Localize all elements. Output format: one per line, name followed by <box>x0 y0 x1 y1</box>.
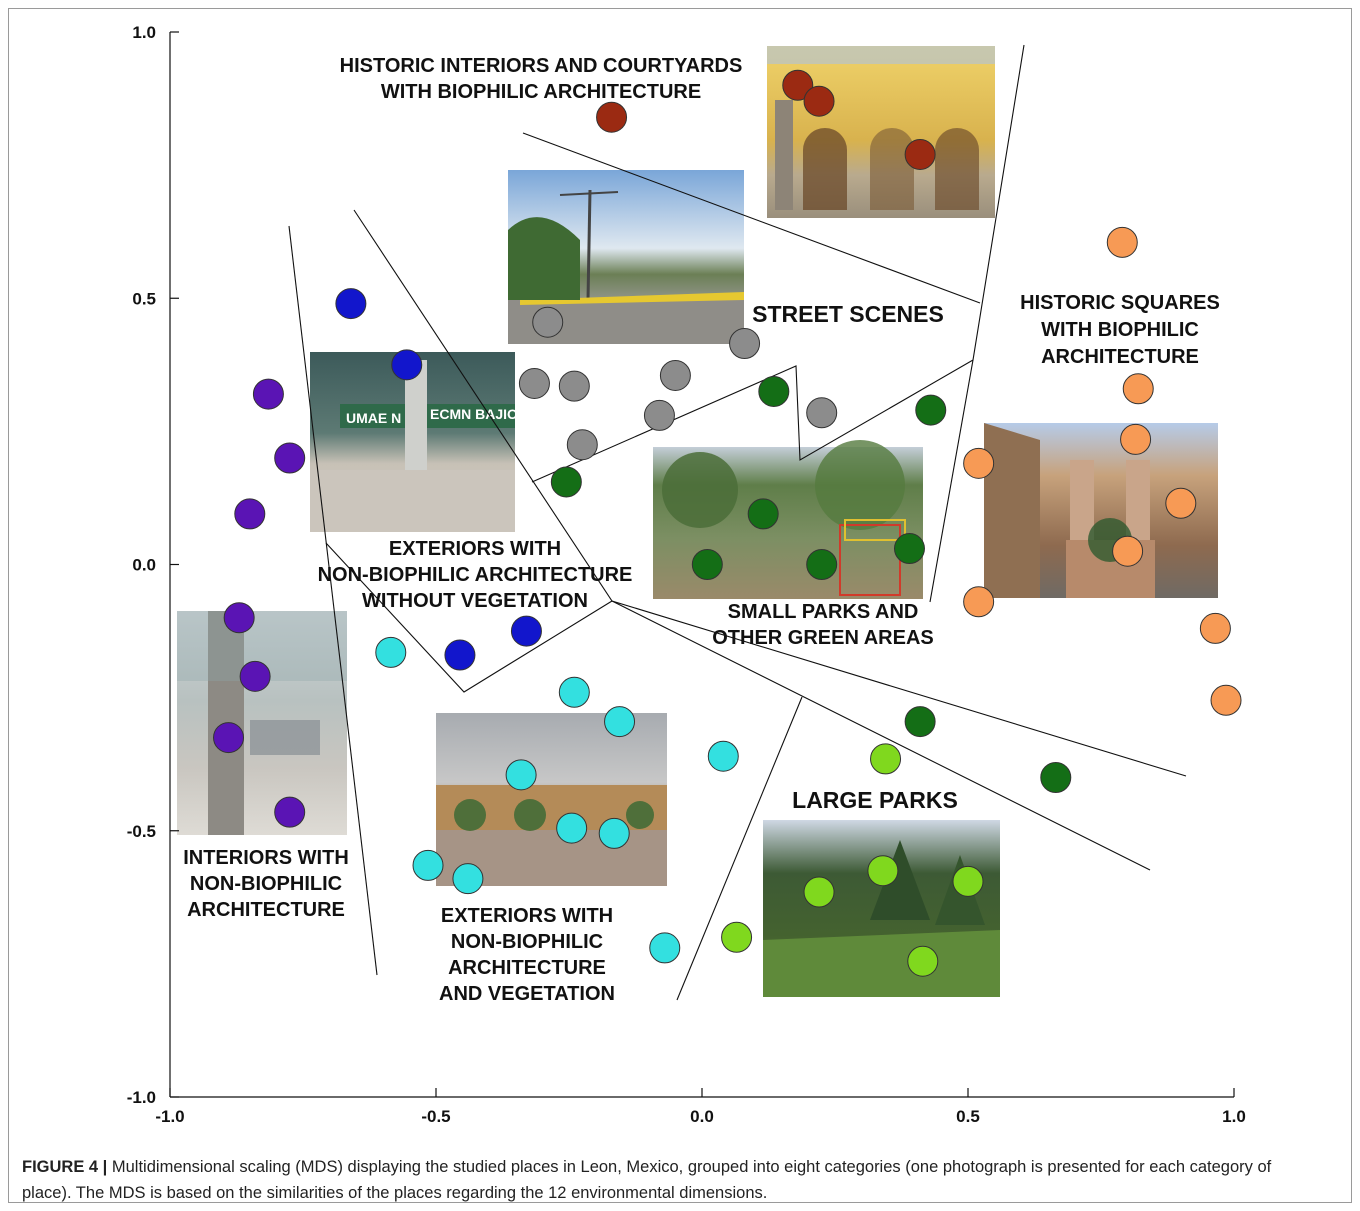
y-tick-label: -0.5 <box>127 822 156 841</box>
region-boundaries <box>288 44 1187 1001</box>
figure-label: FIGURE 4 | <box>22 1158 108 1176</box>
y-tick-label: 0.0 <box>132 556 156 575</box>
data-point <box>335 288 367 320</box>
data-point <box>1210 684 1242 716</box>
category-label: STREET SCENES <box>752 301 944 327</box>
data-point <box>643 399 675 431</box>
data-point <box>963 586 995 618</box>
data-point <box>274 796 306 828</box>
data-point <box>391 349 423 381</box>
x-tick-label: -1.0 <box>155 1107 184 1126</box>
x-tick-label: 0.0 <box>690 1107 714 1126</box>
data-point <box>1040 762 1072 793</box>
data-point <box>558 676 590 708</box>
data-point <box>566 429 598 461</box>
data-point <box>452 863 484 895</box>
data-point <box>274 442 306 474</box>
data-point <box>518 367 550 399</box>
svg-text:UMAE N: UMAE N <box>346 410 401 426</box>
category-label: LARGE PARKS <box>792 787 958 813</box>
data-point <box>893 533 925 565</box>
category-label: HISTORIC INTERIORS AND COURTYARDS WITH BI… <box>340 55 743 103</box>
data-point <box>904 706 936 738</box>
data-point <box>782 69 814 101</box>
y-tick-label: 1.0 <box>132 23 156 42</box>
photo-interiors-non-biophilic <box>177 611 347 835</box>
mds-chart: UMAE N ECMN BAJIO <box>127 23 1246 1126</box>
category-label: INTERIORS WITH NON-BIOPHILIC ARCHITECTURE <box>183 847 349 921</box>
data-point <box>707 740 739 772</box>
data-point <box>1122 373 1154 405</box>
data-point <box>806 397 838 429</box>
data-point <box>213 722 245 754</box>
data-point <box>952 865 984 897</box>
data-point <box>412 849 444 881</box>
data-point <box>904 138 936 170</box>
data-point <box>598 817 630 849</box>
category-label: EXTERIORS WITH NON-BIOPHILIC ARCHITECTURE A… <box>439 905 615 1005</box>
figure-caption: FIGURE 4 | Multidimensional scaling (MDS… <box>22 1154 1322 1206</box>
data-point <box>963 447 995 479</box>
category-label: HISTORIC SQUARES WITH BIOPHILIC ARCHITECTU… <box>1020 292 1220 368</box>
figure-frame <box>8 8 1352 1203</box>
x-axis: -1.0 -0.5 0.0 0.5 1.0 <box>155 1088 1246 1126</box>
photo-exteriors-vegetation <box>436 713 667 886</box>
x-tick-label: 0.5 <box>956 1107 980 1126</box>
y-tick-label: 0.5 <box>132 289 156 308</box>
category-labels: HISTORIC INTERIORS AND COURTYARDS WITH BI… <box>183 55 1220 1005</box>
data-point <box>803 876 835 908</box>
data-point <box>505 759 537 791</box>
photo-small-parks <box>653 440 923 599</box>
x-tick-label: 1.0 <box>1222 1107 1246 1126</box>
data-point <box>444 639 476 671</box>
data-point <box>1120 423 1152 455</box>
data-point <box>223 602 255 634</box>
data-point <box>867 855 899 887</box>
data-point <box>803 85 835 117</box>
category-label: EXTERIORS WITH NON-BIOPHILIC ARCHITECTURE… <box>318 538 633 612</box>
data-point <box>1112 535 1144 567</box>
data-point <box>721 921 753 953</box>
data-point <box>510 615 542 647</box>
photo-large-parks <box>763 820 1000 997</box>
data-point <box>907 945 939 977</box>
data-point <box>234 498 266 530</box>
data-point <box>915 394 947 426</box>
data-point <box>729 328 761 360</box>
data-point <box>649 932 681 964</box>
caption-text: Multidimensional scaling (MDS) displayin… <box>22 1158 1272 1202</box>
data-point <box>556 812 588 844</box>
data-point <box>659 359 691 391</box>
x-tick-label: -0.5 <box>421 1107 450 1126</box>
svg-text:ECMN BAJIO: ECMN BAJIO <box>430 406 518 422</box>
data-point <box>747 498 779 530</box>
data-point <box>239 660 271 692</box>
data-point <box>532 306 564 338</box>
data-point <box>596 101 628 133</box>
data-point <box>1106 226 1138 258</box>
photo-historic-interiors <box>767 46 995 218</box>
data-point <box>1165 487 1197 519</box>
data-point <box>691 549 723 580</box>
data-point <box>870 743 902 775</box>
data-point <box>604 706 636 738</box>
data-point <box>758 375 790 407</box>
y-axis: 1.0 0.5 0.0 -0.5 -1.0 <box>127 23 179 1107</box>
data-point <box>558 370 590 402</box>
photo-exteriors-non-biophilic: UMAE N ECMN BAJIO <box>310 352 518 532</box>
data-points <box>213 69 1242 977</box>
data-point <box>806 549 838 580</box>
data-point <box>375 636 407 668</box>
data-point <box>1199 612 1231 644</box>
category-label: SMALL PARKS AND OTHER GREEN AREAS <box>712 601 934 649</box>
data-point <box>252 378 284 410</box>
y-tick-label: -1.0 <box>127 1088 156 1107</box>
data-point <box>550 466 582 498</box>
